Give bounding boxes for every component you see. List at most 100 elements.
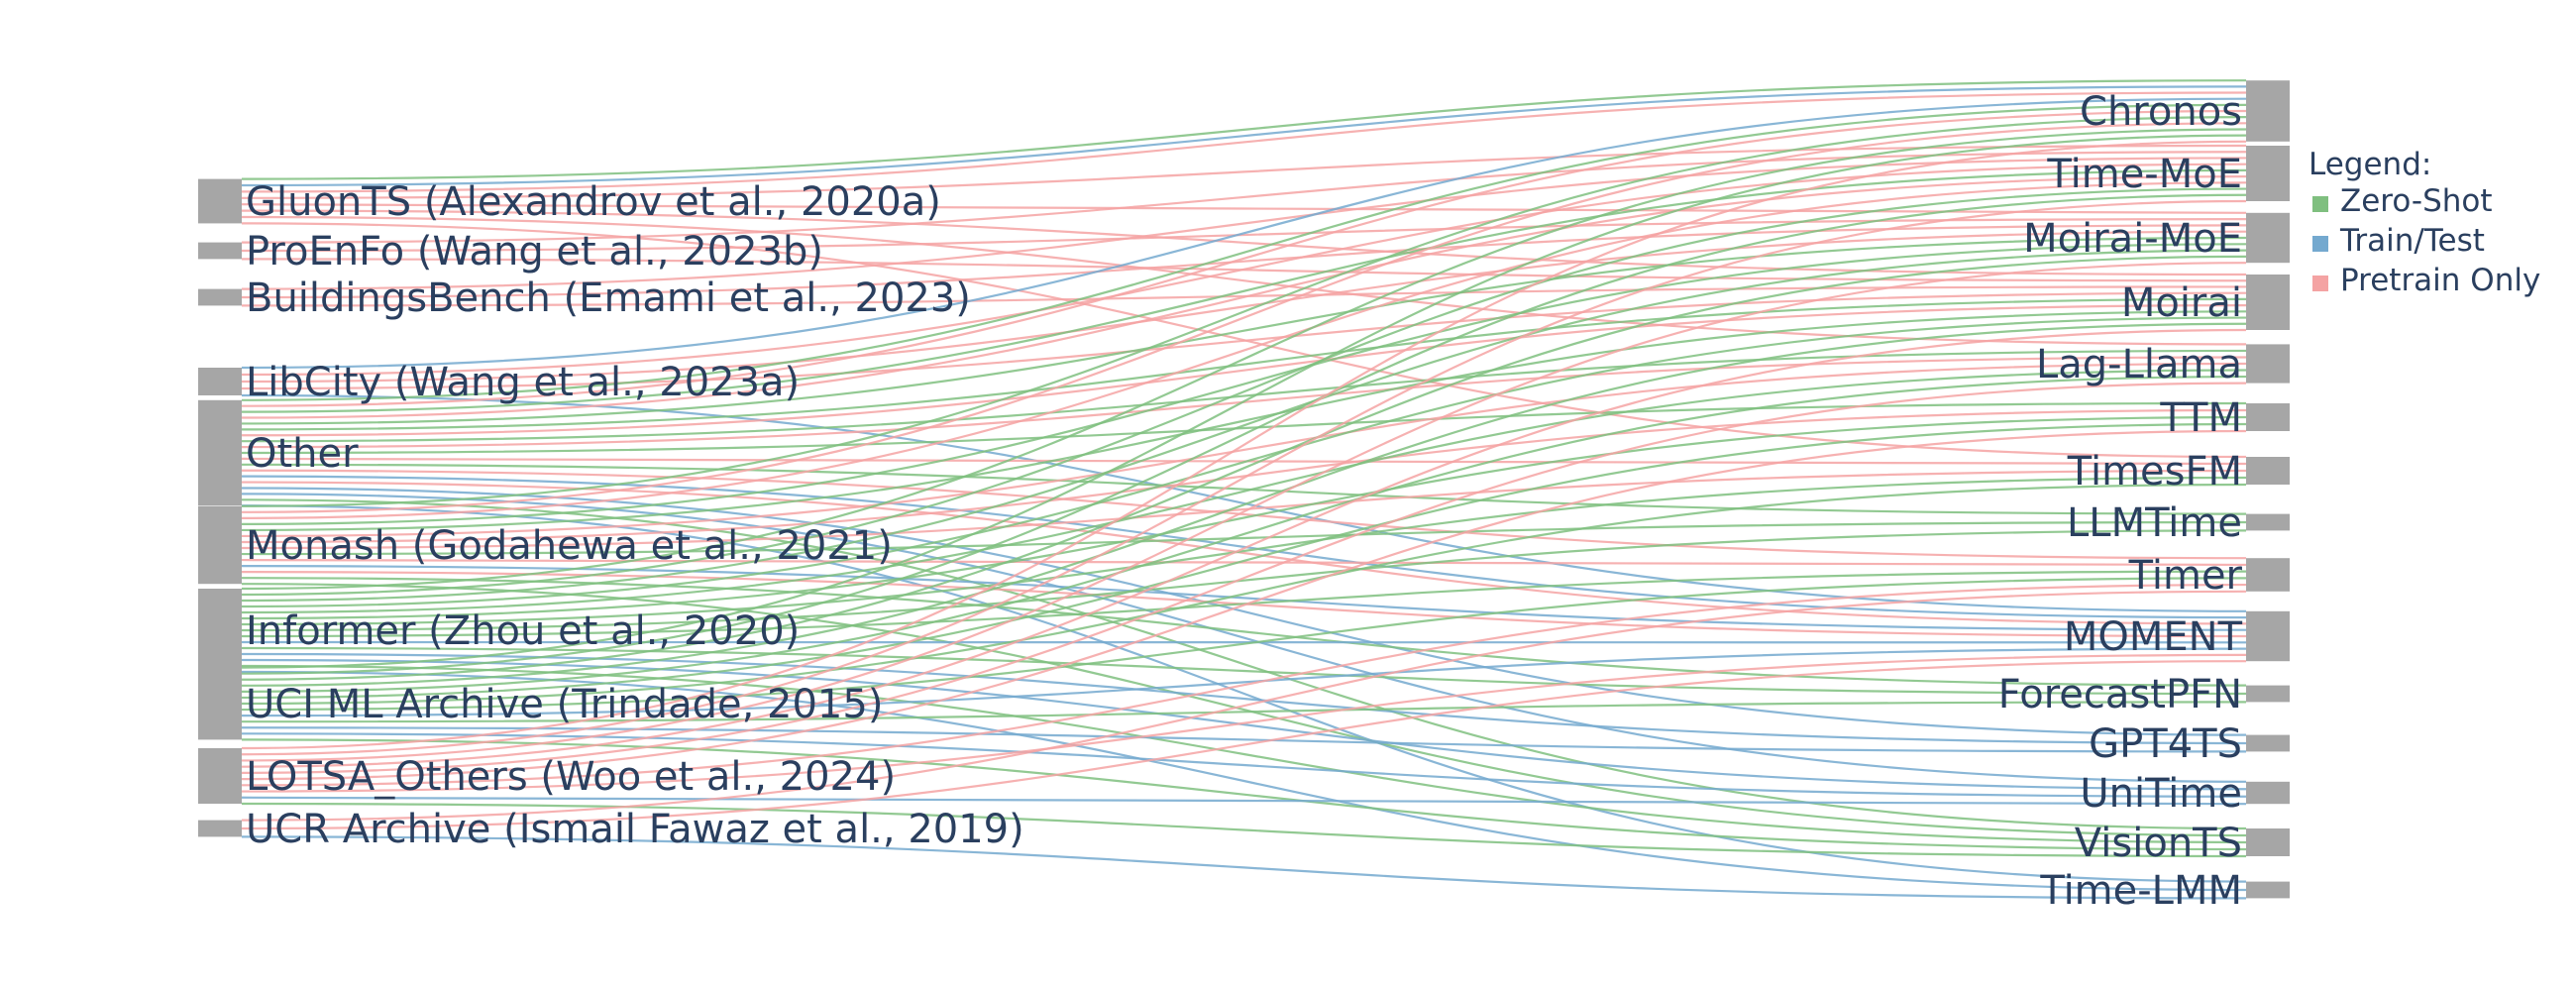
source-node-lotsa-others-woo-et-al-2024 xyxy=(198,748,242,804)
link-lotsa-others-woo-et-al-2024-to-time-moe-pretrain-only xyxy=(241,199,2247,756)
label-layer: GluonTS (Alexandrov et al., 2020a)ProEnF… xyxy=(246,89,2243,914)
target-node-timer xyxy=(2246,558,2290,592)
link-other-to-gpt4ts-train-test xyxy=(241,487,2247,736)
source-node-buildingsbench-emami-et-al-2023 xyxy=(198,288,242,306)
link-lotsa-others-woo-et-al-2024-to-moment-pretrain-only xyxy=(241,653,2247,793)
source-label-buildingsbench-emami-et-al-2023: BuildingsBench (Emami et al., 2023) xyxy=(246,275,971,321)
legend-swatch-pretrain-only xyxy=(2312,275,2328,291)
target-node-moirai-moe xyxy=(2246,212,2290,264)
link-uci-ml-archive-trindade-2015-to-moirai-zero-shot xyxy=(241,322,2247,687)
source-node-informer-zhou-et-al-2020 xyxy=(198,589,242,672)
link-informer-zhou-et-al-2020-to-llmtime-zero-shot xyxy=(241,529,2247,632)
target-label-lag-llama: Lag-Llama xyxy=(2036,342,2242,387)
target-node-llmtime xyxy=(2246,513,2290,531)
source-label-proenfo-wang-et-al-2023b: ProEnFo (Wang et al., 2023b) xyxy=(246,229,823,275)
source-label-ucr-archive-ismail-fawaz-et-al-2019: UCR Archive (Ismail Fawaz et al., 2019) xyxy=(246,807,1024,852)
link-monash-godahewa-et-al-2021-to-visionts-zero-shot xyxy=(241,583,2247,837)
source-label-gluonts-alexandrov-et-al-2020a: GluonTS (Alexandrov et al., 2020a) xyxy=(246,179,941,225)
source-label-libcity-wang-et-al-2023a: LibCity (Wang et al., 2023a) xyxy=(246,360,800,405)
link-monash-godahewa-et-al-2021-to-forecastpfn-zero-shot xyxy=(241,577,2247,687)
link-informer-zhou-et-al-2020-to-moirai-moe-zero-shot xyxy=(241,249,2247,603)
link-monash-godahewa-et-al-2021-to-moirai-zero-shot xyxy=(241,310,2247,532)
link-libcity-wang-et-al-2023a-to-moirai-moe-pretrain-only xyxy=(241,230,2247,384)
link-other-to-chronos-zero-shot xyxy=(241,103,2247,401)
link-informer-zhou-et-al-2020-to-time-lmm-train-test xyxy=(241,670,2247,892)
source-node-ucr-archive-ismail-fawaz-et-al-2019 xyxy=(198,820,242,837)
target-node-lag-llama xyxy=(2246,344,2290,384)
target-node-gpt4ts xyxy=(2246,734,2290,752)
source-label-informer-zhou-et-al-2020: Informer (Zhou et al., 2020) xyxy=(246,608,800,654)
target-label-moirai-moe: Moirai-MoE xyxy=(2023,216,2242,262)
target-label-gpt4ts: GPT4TS xyxy=(2089,721,2242,767)
target-node-visionts xyxy=(2246,828,2290,856)
link-buildingsbench-emami-et-al-2023-to-time-moe-pretrain-only xyxy=(241,157,2247,290)
target-label-timesfm: TimesFM xyxy=(2067,449,2242,495)
target-label-time-moe: Time-MoE xyxy=(2046,152,2242,197)
source-label-other: Other xyxy=(246,431,359,477)
link-gluonts-alexandrov-et-al-2020a-to-moirai-pretrain-only xyxy=(241,209,2247,276)
link-other-to-chronos-pretrain-only xyxy=(241,109,2247,407)
link-lotsa-others-woo-et-al-2024-to-moirai-moe-pretrain-only xyxy=(241,262,2247,762)
target-node-ttm xyxy=(2246,403,2290,431)
target-node-timesfm xyxy=(2246,457,2290,485)
link-uci-ml-archive-trindade-2015-to-timesfm-zero-shot xyxy=(241,483,2247,706)
target-label-chronos: Chronos xyxy=(2080,89,2242,135)
link-other-to-moirai-pretrain-only xyxy=(241,304,2247,437)
source-node-proenfo-wang-et-al-2023b xyxy=(198,242,242,260)
legend-label-train-test: Train/Test xyxy=(2339,223,2485,259)
link-monash-godahewa-et-al-2021-to-time-moe-pretrain-only xyxy=(241,181,2247,519)
link-informer-zhou-et-al-2020-to-timer-zero-shot xyxy=(241,570,2247,638)
link-libcity-wang-et-al-2023a-to-time-moe-pretrain-only xyxy=(241,163,2247,377)
source-node-uci-ml-archive-trindade-2015 xyxy=(198,667,242,740)
link-uci-ml-archive-trindade-2015-to-ttm-zero-shot xyxy=(241,422,2247,700)
target-label-timer: Timer xyxy=(2128,553,2243,599)
link-other-to-llmtime-zero-shot xyxy=(241,463,2247,515)
link-layer xyxy=(241,79,2247,900)
link-other-to-moment-train-test xyxy=(241,475,2247,619)
link-informer-zhou-et-al-2020-to-ttm-zero-shot xyxy=(241,415,2247,620)
link-libcity-wang-et-al-2023a-to-chronos-train-test xyxy=(241,97,2247,370)
link-other-to-moirai-moe-zero-shot xyxy=(241,236,2247,425)
target-node-moirai xyxy=(2246,275,2290,330)
source-node-other xyxy=(198,399,242,506)
link-buildingsbench-emami-et-al-2023-to-moirai-moe-pretrain-only xyxy=(241,224,2247,299)
link-monash-godahewa-et-al-2021-to-ttm-pretrain-only xyxy=(241,408,2247,544)
source-node-gluonts-alexandrov-et-al-2020a xyxy=(198,178,242,224)
link-informer-zhou-et-al-2020-to-gpt4ts-train-test xyxy=(241,652,2247,745)
node-layer xyxy=(198,80,2290,899)
link-informer-zhou-et-al-2020-to-lag-llama-zero-shot xyxy=(241,369,2247,614)
link-uci-ml-archive-trindade-2015-to-time-moe-zero-shot xyxy=(241,193,2247,675)
link-informer-zhou-et-al-2020-to-visionts-zero-shot xyxy=(241,664,2247,844)
legend-swatch-train-test xyxy=(2312,236,2328,252)
target-label-forecastpfn: ForecastPFN xyxy=(1998,672,2242,717)
source-node-libcity-wang-et-al-2023a xyxy=(198,368,242,395)
target-label-time-lmm: Time-LMM xyxy=(2039,868,2242,914)
link-gluonts-alexandrov-et-al-2020a-to-chronos-train-test xyxy=(241,85,2247,187)
link-informer-zhou-et-al-2020-to-forecastpfn-zero-shot xyxy=(241,646,2247,696)
link-other-to-moment-pretrain-only xyxy=(241,481,2247,625)
link-monash-godahewa-et-al-2021-to-lag-llama-pretrain-only xyxy=(241,362,2247,538)
target-node-forecastpfn xyxy=(2246,685,2290,703)
link-uci-ml-archive-trindade-2015-to-chronos-zero-shot xyxy=(241,134,2247,669)
link-other-to-moirai-zero-shot xyxy=(241,297,2247,431)
target-label-ttm: TTM xyxy=(2159,395,2242,441)
target-node-chronos xyxy=(2246,80,2290,142)
link-monash-godahewa-et-al-2021-to-moirai-moe-zero-shot xyxy=(241,243,2247,525)
target-label-llmtime: LLMTime xyxy=(2067,500,2242,546)
link-monash-godahewa-et-al-2021-to-llmtime-zero-shot xyxy=(241,520,2247,556)
link-other-to-visionts-zero-shot xyxy=(241,498,2247,830)
target-label-moirai: Moirai xyxy=(2121,280,2242,326)
link-lotsa-others-woo-et-al-2024-to-unitime-train-test xyxy=(241,796,2247,806)
link-ucr-archive-ismail-fawaz-et-al-2019-to-time-lmm-train-test xyxy=(241,835,2247,900)
link-informer-zhou-et-al-2020-to-unitime-train-test xyxy=(241,658,2247,791)
link-uci-ml-archive-trindade-2015-to-moirai-moe-zero-shot xyxy=(241,255,2247,681)
source-label-monash-godahewa-et-al-2021: Monash (Godahewa et al., 2021) xyxy=(246,523,893,569)
legend-items: Zero-Shot Train/Test Pretrain Only xyxy=(2312,183,2540,298)
link-lotsa-others-woo-et-al-2024-to-moirai-pretrain-only xyxy=(241,328,2247,768)
link-lotsa-others-woo-et-al-2024-to-timer-pretrain-only xyxy=(241,583,2247,787)
link-other-to-timer-pretrain-only xyxy=(241,469,2247,560)
legend: Legend: Zero-Shot Train/Test Pretrain Only xyxy=(2308,147,2540,298)
link-gluonts-alexandrov-et-al-2020a-to-chronos-pretrain-only xyxy=(241,91,2247,193)
link-uci-ml-archive-trindade-2015-to-unitime-train-test xyxy=(241,732,2247,798)
